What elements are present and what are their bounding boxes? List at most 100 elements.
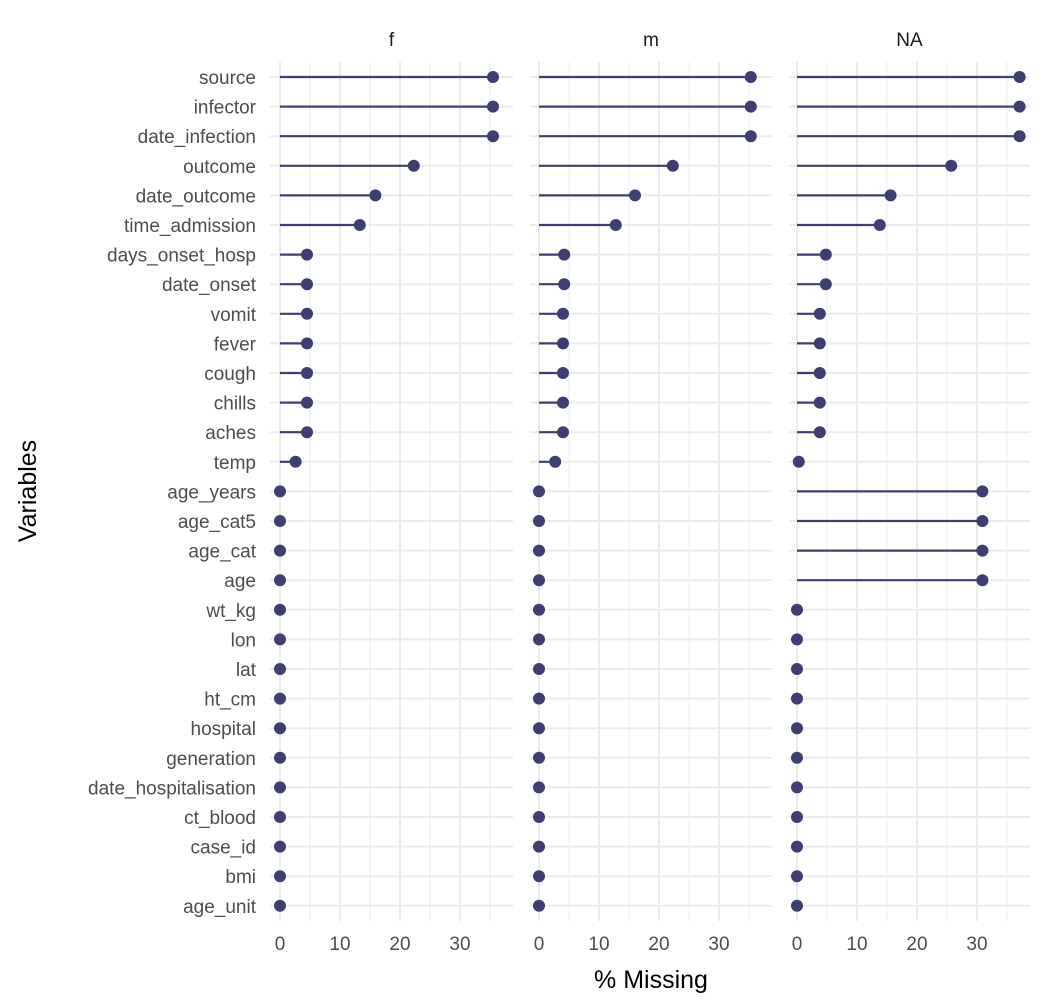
lollipop-point (487, 100, 499, 113)
lollipop-point (533, 899, 545, 912)
lollipop-point (407, 159, 420, 172)
lollipop-point (813, 396, 826, 409)
lollipop-point (819, 248, 832, 261)
lollipop-point (274, 811, 286, 823)
x-tick-label: 0 (534, 934, 545, 955)
panel-strip-label: m (643, 30, 659, 51)
x-tick-label: 30 (449, 934, 470, 955)
lollipop-point (533, 633, 545, 646)
lollipop-point (791, 751, 803, 764)
y-tick-label: chills (214, 394, 256, 415)
x-tick-label: 10 (329, 934, 350, 955)
lollipop-point (533, 603, 545, 616)
label-layer: f 0 10 20 30 m 0 10 20 30 NA 0 10 20 30 source infector d… (88, 30, 988, 955)
x-tick-label: 30 (708, 934, 729, 955)
lollipop-point (369, 189, 382, 202)
y-tick-label: date_onset (162, 275, 257, 296)
x-tick-label: 10 (846, 934, 867, 955)
lollipop-point (558, 278, 571, 291)
lollipop-point (274, 781, 286, 794)
x-tick-label: 20 (389, 934, 410, 955)
lollipop-point (487, 130, 499, 143)
x-tick-label: 0 (275, 934, 286, 955)
lollipop-point (557, 426, 569, 439)
lollipop-point (533, 515, 545, 527)
lollipop-point (813, 367, 826, 379)
panel-strip-label: NA (896, 30, 923, 51)
x-tick-label: 20 (648, 934, 669, 955)
y-tick-label: date_outcome (136, 186, 256, 207)
lollipop-point (274, 515, 286, 527)
y-tick-label: source (199, 68, 256, 89)
y-tick-label: age (224, 571, 256, 592)
lollipop-point (533, 663, 545, 675)
y-tick-label: case_id (191, 838, 257, 859)
y-tick-label: vomit (211, 305, 257, 326)
lollipop-point (533, 811, 545, 823)
y-tick-label: lon (231, 630, 256, 651)
lollipop-point (558, 248, 571, 261)
y-tick-label: cough (204, 364, 256, 385)
lollipop-point (353, 219, 366, 231)
y-tick-label: age_cat5 (178, 512, 256, 533)
lollipop-point (792, 455, 805, 468)
lollipop-point (274, 899, 286, 912)
lollipop-point (533, 485, 545, 498)
lollipop-point (1013, 71, 1026, 83)
lollipop-point (1013, 130, 1026, 143)
lollipop-point (945, 159, 958, 172)
y-axis-title: Variables (14, 440, 42, 542)
lollipop-point (289, 455, 302, 468)
lollipop-point (609, 219, 622, 231)
x-tick-label: 20 (906, 934, 927, 955)
mark-layer (274, 71, 1026, 912)
lollipop-point (791, 840, 803, 853)
lollipop-point (791, 603, 803, 616)
lollipop-point (557, 307, 569, 320)
lollipop-point (791, 811, 803, 823)
y-tick-label: lat (236, 660, 257, 681)
lollipop-point (744, 71, 757, 83)
lollipop-point (274, 840, 286, 853)
x-axis-title: % Missing (594, 966, 708, 994)
y-tick-label: age_years (167, 482, 256, 503)
lollipop-point (301, 337, 313, 350)
y-tick-label: infector (194, 98, 257, 119)
lollipop-point (791, 722, 803, 735)
lollipop-point (301, 367, 313, 379)
y-tick-label: generation (166, 749, 256, 770)
lollipop-point (274, 485, 286, 498)
lollipop-point (791, 692, 803, 705)
y-tick-label: age_unit (183, 897, 257, 918)
lollipop-point (744, 100, 757, 113)
lollipop-point (274, 663, 286, 675)
lollipop-point (533, 692, 545, 705)
y-tick-label: age_cat (188, 542, 256, 563)
lollipop-point (819, 278, 832, 291)
lollipop-point (301, 248, 313, 261)
lollipop-point (533, 781, 545, 794)
lollipop-point (976, 574, 989, 587)
lollipop-point (301, 307, 313, 320)
lollipop-point (791, 870, 803, 883)
lollipop-point (301, 426, 313, 439)
lollipop-point (557, 367, 569, 379)
lollipop-point (557, 337, 569, 350)
lollipop-point (274, 544, 286, 557)
lollipop-point (533, 574, 545, 587)
lollipop-point (813, 307, 826, 320)
lollipop-point (791, 781, 803, 794)
y-tick-label: hospital (191, 719, 257, 740)
y-tick-label: fever (214, 334, 257, 355)
y-tick-label: temp (214, 453, 256, 474)
lollipop-point (629, 189, 641, 202)
y-tick-label: aches (205, 423, 256, 444)
lollipop-point (301, 396, 313, 409)
y-tick-label: date_hospitalisation (88, 778, 256, 799)
y-tick-label: days_onset_hosp (107, 246, 256, 267)
lollipop-point (976, 485, 989, 498)
lollipop-point (884, 189, 897, 202)
y-tick-label: ct_blood (184, 808, 256, 829)
lollipop-point (791, 663, 803, 675)
y-tick-label: wt_kg (205, 601, 256, 622)
